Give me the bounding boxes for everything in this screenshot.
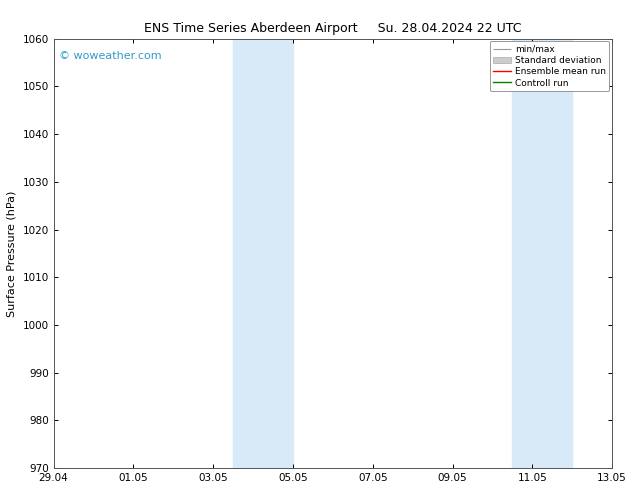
Legend: min/max, Standard deviation, Ensemble mean run, Controll run: min/max, Standard deviation, Ensemble me… xyxy=(489,41,609,91)
Y-axis label: Surface Pressure (hPa): Surface Pressure (hPa) xyxy=(7,190,17,317)
Title: ENS Time Series Aberdeen Airport     Su. 28.04.2024 22 UTC: ENS Time Series Aberdeen Airport Su. 28.… xyxy=(144,22,522,35)
Bar xyxy=(512,39,573,468)
Text: © woweather.com: © woweather.com xyxy=(59,51,162,61)
Bar xyxy=(233,39,293,468)
